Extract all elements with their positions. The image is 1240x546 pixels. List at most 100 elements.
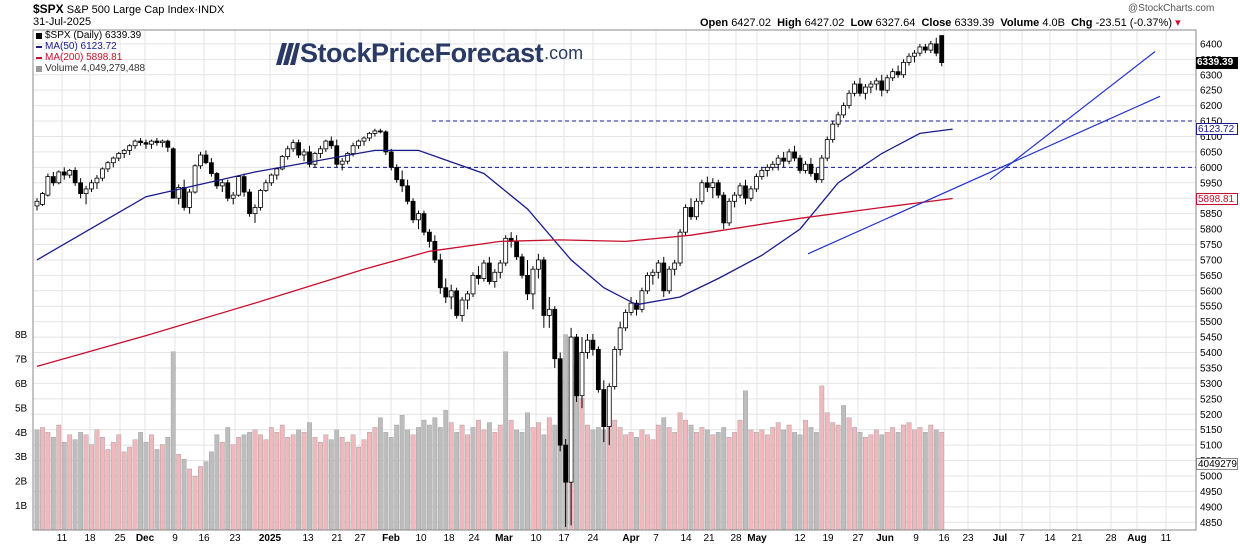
ticker-symbol: $SPX	[33, 2, 64, 16]
candle-body	[525, 274, 530, 295]
volume-bar	[721, 427, 727, 531]
candle-body	[78, 182, 83, 194]
candle-body	[803, 163, 808, 171]
volume-bar	[50, 437, 56, 531]
volume-bar	[835, 424, 841, 531]
date-tick-label: 9	[172, 533, 178, 544]
candle-body	[661, 262, 667, 292]
volume-bar	[813, 432, 819, 531]
date-tick-label: Dec	[136, 533, 155, 544]
candle-body	[247, 191, 252, 215]
candle-body	[476, 274, 481, 279]
candle-body	[857, 83, 863, 94]
volume-bar	[536, 422, 541, 531]
candle-body	[590, 339, 596, 350]
date-tick-label: 24	[587, 533, 599, 544]
volume-bar	[661, 417, 667, 531]
volume-bar	[78, 432, 84, 531]
ma200-line	[36, 197, 953, 368]
candle-body	[710, 182, 716, 188]
candle-body	[743, 185, 748, 199]
price-tick-label: 5400	[1200, 348, 1223, 359]
price-tick-label: 5250	[1200, 394, 1223, 405]
volume-bar	[683, 419, 688, 531]
volume-bar	[94, 429, 100, 531]
price-tick-label: 5000	[1200, 471, 1223, 482]
volume-bar	[530, 427, 536, 531]
candle-body	[121, 149, 127, 154]
ohlc-readout: Open 6427.02 High 6427.02 Low 6327.64 Cl…	[700, 17, 1181, 29]
candle-body	[61, 171, 67, 176]
volume-bar	[868, 434, 874, 531]
candle-body	[835, 114, 841, 125]
candle-body	[170, 148, 176, 199]
volume-bar	[247, 432, 252, 531]
volume-bar	[110, 441, 116, 531]
close-price-tag: 6339.39	[1196, 56, 1238, 69]
volume-bar	[225, 427, 231, 531]
volume-bar	[830, 422, 836, 531]
candle-body	[356, 140, 361, 147]
trendline	[989, 51, 1156, 181]
logo-slashes-icon	[276, 42, 300, 65]
candle-body	[236, 176, 242, 196]
date-tick-label: 16	[198, 533, 210, 544]
volume-bar	[437, 427, 443, 531]
volume-bar	[345, 441, 351, 531]
volume-bar	[775, 422, 781, 531]
volume-bar	[819, 385, 825, 531]
candle-body	[546, 308, 552, 316]
legend-price: $SPX (Daily) 6339.39	[36, 30, 141, 41]
candle-body	[448, 290, 454, 298]
volume-bar	[219, 441, 225, 531]
candle-body	[879, 80, 885, 91]
site-logo: StockPriceForecast .com	[268, 38, 583, 69]
volume-bar	[612, 419, 618, 531]
volume-bar	[432, 417, 438, 531]
volume-bar	[601, 429, 607, 531]
volume-bar	[863, 437, 868, 531]
candle-body	[367, 132, 372, 139]
volume-tick-label: 3B	[15, 452, 28, 463]
volume-bar	[732, 432, 738, 531]
volume-bar	[710, 434, 716, 531]
volume-bar	[45, 432, 51, 531]
volume-bar	[579, 397, 585, 531]
volume-bar	[383, 432, 389, 531]
candle-body	[514, 241, 519, 258]
date-axis: 11 18 25 Dec 9 16 23 2025 13 21 27 Feb 10 18 24 Mar 10 17…	[57, 533, 1172, 544]
copyright-notice[interactable]: @StockCharts.com	[1128, 3, 1215, 14]
candle-body	[72, 170, 78, 184]
volume-bar	[170, 351, 176, 531]
volume-bar	[372, 427, 378, 531]
candle-body	[852, 83, 857, 94]
volume-bar	[754, 432, 759, 531]
candle-body	[677, 231, 683, 264]
volume-bar	[645, 434, 650, 531]
volume-bar	[214, 434, 220, 531]
price-tick-label: 4850	[1200, 518, 1223, 529]
date-tick-label: 10	[415, 533, 427, 544]
candle-body	[154, 140, 160, 144]
volume-bar	[285, 437, 291, 531]
volume-bar	[132, 439, 138, 531]
candle-body	[715, 182, 721, 196]
candle-body	[770, 163, 776, 168]
candle-body	[841, 105, 846, 116]
volume-bar	[666, 427, 672, 531]
candle-body	[312, 153, 318, 165]
candle-body	[819, 157, 825, 181]
volume-bar	[105, 449, 111, 531]
down-arrow-icon: ▾	[1175, 17, 1181, 29]
candle-body	[350, 145, 356, 154]
volume-bar	[879, 434, 885, 531]
date-tick-label: 28	[730, 533, 742, 544]
date-tick-label: 25	[114, 533, 126, 544]
candle-body	[797, 157, 803, 171]
candle-body	[813, 173, 819, 181]
candle-body	[317, 148, 323, 154]
volume-bar	[704, 429, 710, 531]
candle-body	[165, 140, 171, 148]
close-value: 6339.39	[954, 17, 995, 29]
